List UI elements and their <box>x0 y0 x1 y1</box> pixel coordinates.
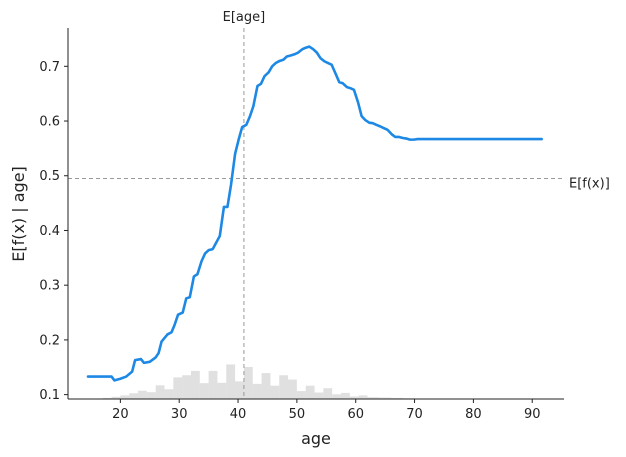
histogram-bar <box>120 395 130 399</box>
y-tick-label: 0.2 <box>39 333 60 348</box>
histogram-bar <box>270 385 280 399</box>
histogram-bar <box>199 383 209 399</box>
histogram-bar <box>279 375 289 399</box>
histogram-bar <box>323 388 333 399</box>
y-tick-label: 0.6 <box>39 115 60 130</box>
histogram-bar <box>261 373 271 399</box>
histogram-bar <box>288 379 297 399</box>
y-tick-label: 0.5 <box>39 169 60 184</box>
histogram-bar <box>155 385 165 399</box>
y-axis-label: E[f(x) | age] <box>9 166 28 262</box>
histogram-bar <box>173 377 183 399</box>
x-axis-label: age <box>301 429 331 448</box>
histogram-bar <box>252 383 262 399</box>
histogram-bar <box>367 397 380 399</box>
x-tick-label: 30 <box>171 407 188 422</box>
histogram-bar <box>111 396 121 399</box>
histogram-bar <box>190 370 200 399</box>
histogram-bar <box>341 392 350 399</box>
histogram-bar <box>164 389 174 399</box>
histogram-bar <box>208 370 218 399</box>
histogram <box>102 364 415 399</box>
x-tick-label: 20 <box>112 407 129 422</box>
line-series <box>86 45 543 382</box>
histogram-bar <box>146 392 156 399</box>
x-tick-label: 80 <box>465 407 482 422</box>
histogram-bar <box>243 366 253 399</box>
axes: 20 30 40 50 60 70 80 90 0.1 0.2 0.3 0.4 0.5 0.6 0.7 <box>39 28 564 422</box>
histogram-bar <box>296 391 306 399</box>
histogram-bar <box>102 397 112 399</box>
histogram-bar <box>314 392 324 399</box>
x-tick-label: 60 <box>347 407 364 422</box>
x-tick-label: 50 <box>289 407 306 422</box>
y-tick-label: 0.7 <box>39 60 60 75</box>
dependence-line <box>86 45 543 382</box>
x-tick-label: 90 <box>524 407 541 422</box>
histogram-bar <box>349 396 359 399</box>
histogram-bar <box>138 390 147 399</box>
y-tick-label: 0.3 <box>39 279 60 294</box>
histogram-bar <box>129 393 139 399</box>
histogram-bar <box>182 375 191 399</box>
reference-lines: E[age] E[f(x)] <box>68 10 610 399</box>
y-tick-label: 0.4 <box>39 224 60 239</box>
y-tick-label: 0.1 <box>39 388 60 403</box>
histogram-bar <box>235 381 244 399</box>
x-tick-label: 40 <box>230 407 247 422</box>
mean-prediction-label: E[f(x)] <box>569 176 610 191</box>
histogram-bar <box>379 397 392 399</box>
histogram-bar <box>226 364 236 399</box>
mean-age-label: E[age] <box>223 10 266 25</box>
x-tick-label: 70 <box>406 407 423 422</box>
histogram-bar <box>217 382 227 399</box>
histogram-bar <box>305 385 315 399</box>
histogram-bar <box>391 397 403 399</box>
histogram-bar <box>332 394 342 399</box>
histogram-bar <box>358 395 368 399</box>
